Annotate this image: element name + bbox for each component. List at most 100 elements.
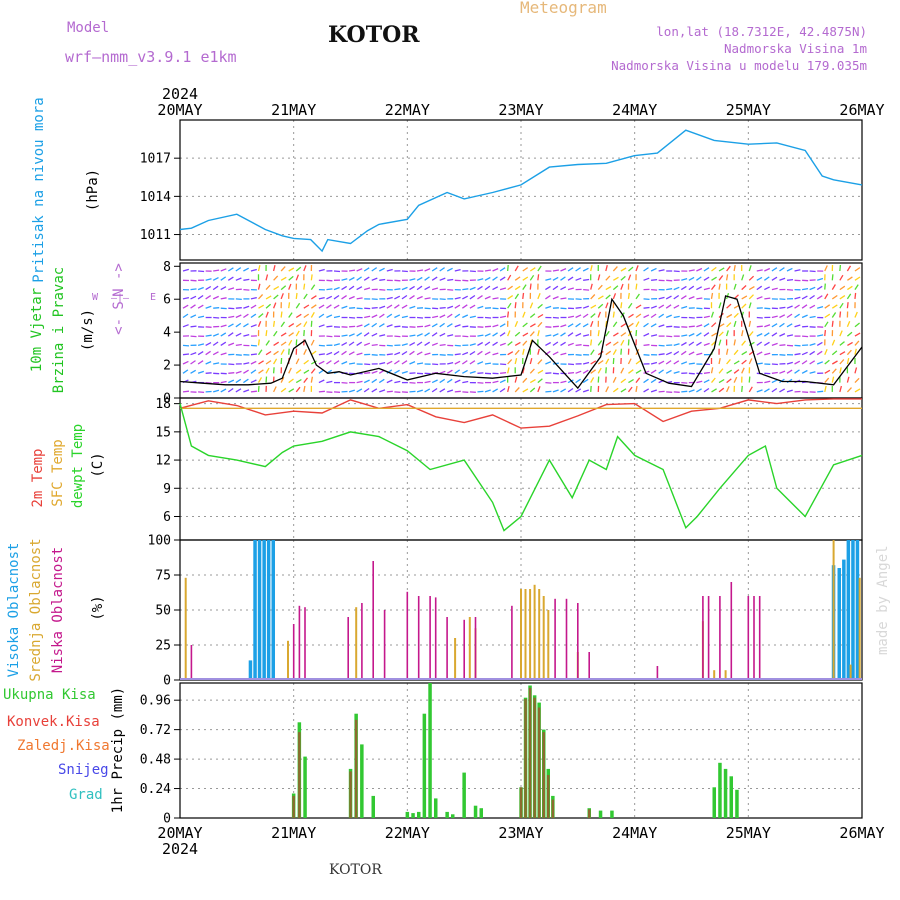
y-tick-label: 0 bbox=[163, 812, 171, 827]
wind-unit-label: (m/s) bbox=[80, 309, 96, 351]
mid-cloud-bar bbox=[184, 577, 187, 680]
pressure-line bbox=[179, 129, 863, 253]
y-tick-label: 0.72 bbox=[140, 723, 171, 738]
y-tick-label: 50 bbox=[155, 604, 171, 619]
precip-legend-item: Grad bbox=[69, 787, 103, 803]
total-precip-bar bbox=[479, 808, 483, 818]
precip-legend-item: Snijeg bbox=[58, 762, 109, 778]
low-cloud-bar bbox=[298, 605, 301, 680]
compass-west: W bbox=[92, 292, 99, 303]
x-day-label-top: 25MAY bbox=[726, 101, 771, 119]
total-precip-bar bbox=[434, 798, 438, 818]
low-cloud-bar bbox=[707, 596, 710, 680]
convective-precip-bar bbox=[298, 732, 301, 818]
high-cloud-axis-label: Visoka Oblacnost bbox=[6, 543, 22, 678]
low-cloud-bar bbox=[446, 617, 448, 680]
x-day-label-bottom: 24MAY bbox=[612, 824, 657, 842]
precip-legend-item: Konvek.Kisa bbox=[7, 714, 100, 730]
total-precip-bar bbox=[411, 813, 415, 818]
high-cloud-bar bbox=[837, 568, 841, 680]
mid-cloud-bar bbox=[355, 607, 358, 680]
y-tick-label: 8 bbox=[163, 260, 171, 275]
convective-precip-bar bbox=[519, 787, 523, 818]
x-day-label-top: 20MAY bbox=[157, 101, 202, 119]
total-precip-bar bbox=[610, 810, 614, 818]
wind-axis-label: 10m Vjetar bbox=[29, 288, 45, 372]
high-cloud-bar bbox=[846, 540, 851, 680]
total-precip-bar bbox=[462, 772, 466, 818]
precip-axis-label: 1hr Precip (mm) bbox=[110, 687, 126, 813]
low-cloud-bar bbox=[747, 596, 750, 680]
convective-precip-bar bbox=[551, 799, 555, 818]
low-cloud-bar bbox=[372, 561, 374, 680]
x-day-label-top: 23MAY bbox=[498, 101, 543, 119]
precip-legend-item: Ukupna Kisa bbox=[3, 687, 96, 703]
low-cloud-bar bbox=[292, 624, 295, 680]
high-cloud-bar bbox=[266, 540, 271, 680]
mid-cloud-bar bbox=[713, 670, 716, 680]
total-precip-bar bbox=[303, 756, 307, 818]
y-tick-label: 0 bbox=[163, 392, 171, 407]
mid-cloud-bar bbox=[724, 670, 727, 680]
low-cloud-bar bbox=[656, 666, 659, 680]
low-cloud-bar bbox=[429, 596, 431, 680]
compass-east: E bbox=[150, 292, 156, 303]
low-cloud-bar bbox=[702, 596, 704, 680]
x-day-label-top: 24MAY bbox=[612, 101, 657, 119]
low-cloud-bar bbox=[758, 596, 761, 680]
mid-cloud-bar bbox=[454, 638, 457, 680]
compass-south: <- S bbox=[111, 301, 127, 335]
low-cloud-bar bbox=[565, 598, 568, 680]
convective-precip-bar bbox=[542, 732, 545, 818]
low-cloud-bar bbox=[730, 582, 733, 680]
x-day-label-bottom: 23MAY bbox=[498, 824, 543, 842]
convective-precip-bar bbox=[349, 771, 352, 818]
total-precip-bar bbox=[371, 795, 375, 818]
y-tick-label: 1017 bbox=[140, 152, 171, 167]
total-precip-bar bbox=[417, 811, 421, 818]
x-day-label-top: 22MAY bbox=[385, 101, 430, 119]
station-title: KOTOR bbox=[328, 22, 420, 48]
compass-north: N -> bbox=[111, 263, 127, 297]
y-tick-label: 0.48 bbox=[140, 753, 171, 768]
x-day-label-bottom: 20MAY bbox=[157, 824, 202, 842]
high-cloud-bar bbox=[248, 660, 253, 680]
dewpt-line bbox=[179, 403, 863, 532]
model-label: Model bbox=[67, 20, 110, 36]
low-cloud-bar bbox=[753, 596, 755, 680]
low-cloud-bar bbox=[361, 603, 363, 680]
watermark-text: made by Angel bbox=[875, 545, 891, 655]
convective-precip-bar bbox=[524, 699, 527, 818]
cloud-unit-label: (%) bbox=[90, 595, 106, 620]
x-day-label-bottom: 25MAY bbox=[726, 824, 771, 842]
y-tick-label: 6 bbox=[163, 293, 171, 308]
low-cloud-bar bbox=[406, 591, 409, 680]
total-precip-bar bbox=[729, 776, 733, 818]
mid-cloud-bar bbox=[529, 589, 532, 680]
total-precip-bar bbox=[473, 805, 478, 818]
convective-precip-bar bbox=[537, 707, 541, 818]
total-precip-bar bbox=[422, 713, 427, 818]
mid-cloud-bar bbox=[849, 664, 852, 680]
lonlat-text: lon,lat (18.7312E, 42.4875N) bbox=[656, 24, 867, 39]
high-cloud-bar bbox=[842, 559, 846, 680]
low-cloud-bar bbox=[511, 605, 513, 680]
convective-precip-bar bbox=[528, 687, 532, 818]
mid-cloud-bar bbox=[858, 577, 861, 680]
y-tick-label: 15 bbox=[155, 425, 171, 440]
low-cloud-bar bbox=[577, 603, 579, 680]
total-precip-bar bbox=[735, 789, 739, 818]
mid-cloud-bar bbox=[468, 617, 471, 680]
mid-cloud-bar bbox=[832, 540, 835, 680]
product-title: Meteogram bbox=[520, 0, 607, 17]
mid-cloud-bar bbox=[547, 610, 550, 680]
x-day-label-top: 26MAY bbox=[839, 101, 884, 119]
y-tick-label: 25 bbox=[155, 639, 171, 654]
total-precip-bar bbox=[405, 811, 410, 818]
mid-cloud-axis-label: Srednja Oblacnost bbox=[28, 538, 44, 681]
high-cloud-bar bbox=[851, 540, 855, 680]
convective-precip-bar bbox=[588, 809, 591, 818]
mid-cloud-bar bbox=[287, 640, 289, 680]
y-tick-label: 6 bbox=[163, 510, 171, 525]
